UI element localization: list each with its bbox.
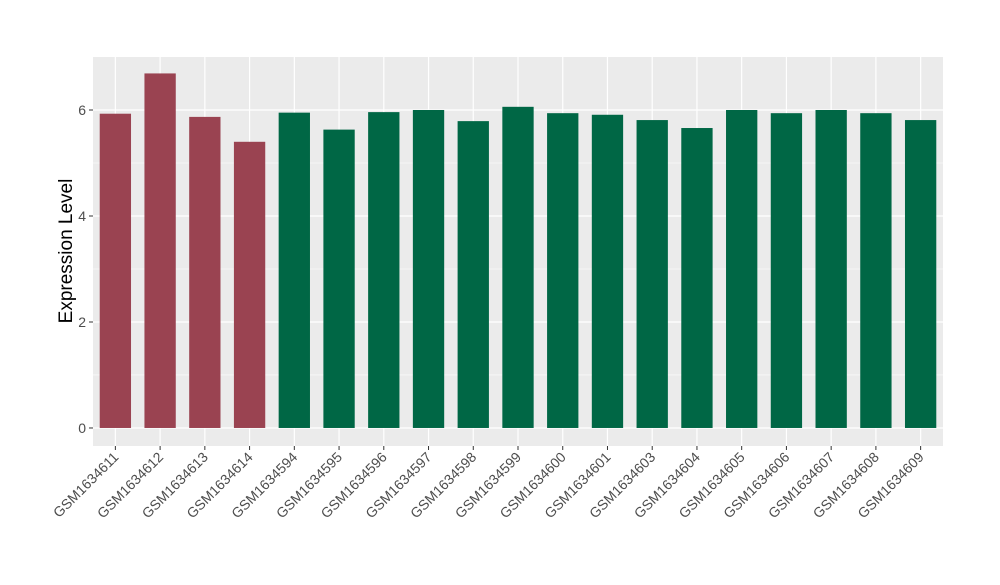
bar-GSM1634598 (457, 121, 489, 428)
bar-GSM1634612 (144, 73, 176, 428)
y-axis-label: Expression Level (56, 179, 77, 324)
bar-GSM1634601 (591, 114, 624, 428)
bars (99, 73, 937, 428)
bar-GSM1634607 (815, 109, 847, 428)
bar-GSM1634605 (726, 109, 758, 428)
bar-GSM1634603 (636, 120, 668, 428)
bar-GSM1634604 (681, 128, 713, 428)
bar-GSM1634596 (368, 112, 400, 428)
bar-GSM1634613 (189, 116, 221, 428)
bar-GSM1634609 (904, 120, 937, 428)
bar-GSM1634597 (412, 109, 445, 428)
bar-GSM1634606 (770, 113, 803, 428)
bar-GSM1634594 (278, 112, 310, 428)
y-axis: 0 2 4 6 (78, 102, 93, 436)
bar-GSM1634595 (323, 129, 355, 428)
bar-GSM1634614 (233, 141, 266, 428)
y-tick-label: 6 (78, 102, 86, 118)
y-tick-label: 4 (78, 208, 86, 224)
bar-GSM1634608 (860, 113, 892, 428)
bar-GSM1634600 (547, 113, 579, 428)
x-axis: GSM1634611GSM1634612GSM1634613GSM1634614… (50, 446, 927, 521)
bar-GSM1634611 (99, 113, 132, 428)
y-tick-label: 2 (78, 314, 86, 330)
bar-GSM1634599 (502, 106, 534, 428)
y-tick-label: 0 (78, 420, 86, 436)
